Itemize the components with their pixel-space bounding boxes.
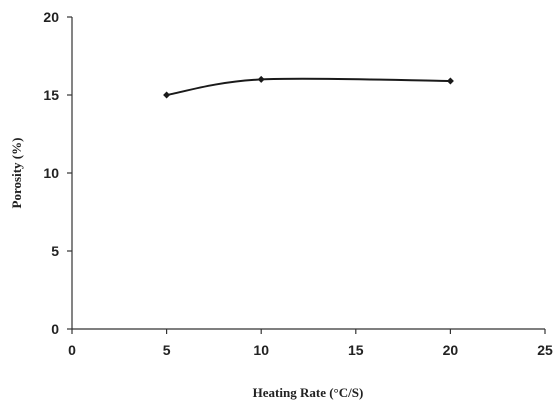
y-tick-label: 10 bbox=[43, 165, 59, 181]
y-tick-label: 0 bbox=[51, 321, 59, 337]
x-tick-label: 0 bbox=[68, 342, 76, 358]
y-axis-title: Porosity (%) bbox=[9, 138, 24, 209]
x-tick-label: 5 bbox=[163, 342, 171, 358]
x-axis-ticks: 0 5 10 15 20 25 bbox=[68, 329, 553, 358]
x-tick-label: 10 bbox=[253, 342, 269, 358]
y-tick-label: 5 bbox=[51, 243, 59, 259]
chart-axes bbox=[72, 17, 545, 329]
x-tick-label: 20 bbox=[443, 342, 459, 358]
y-axis-ticks: 0 5 10 15 20 bbox=[43, 9, 72, 337]
data-point bbox=[163, 92, 170, 99]
data-point bbox=[447, 77, 454, 84]
x-tick-label: 15 bbox=[348, 342, 364, 358]
y-tick-label: 20 bbox=[43, 9, 59, 25]
x-tick-label: 25 bbox=[537, 342, 553, 358]
series-line bbox=[167, 79, 451, 95]
data-point bbox=[258, 76, 265, 83]
y-tick-label: 15 bbox=[43, 87, 59, 103]
x-axis-title: Heating Rate (°C/S) bbox=[253, 385, 364, 400]
